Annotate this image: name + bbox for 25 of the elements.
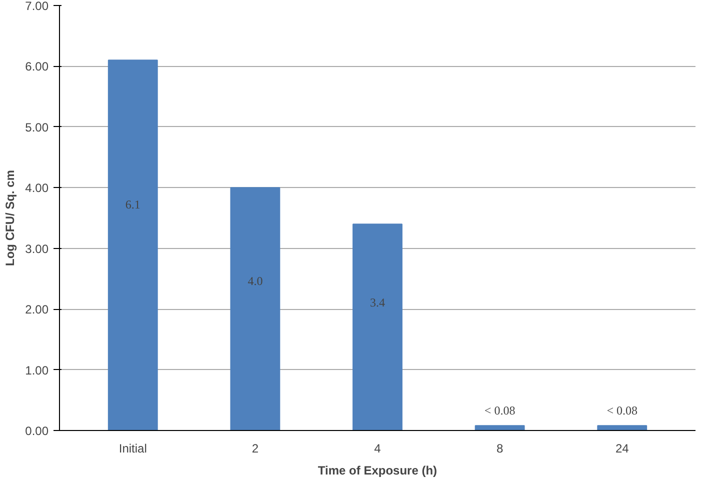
data-label: 6.1 xyxy=(125,197,140,212)
y-tick-label: 4.00 xyxy=(25,181,49,196)
x-tick-label: 2 xyxy=(252,442,259,456)
y-axis-title: Log CFU/ Sq. cm xyxy=(3,170,18,266)
y-tick-label: 1.00 xyxy=(25,363,49,378)
y-tick-label: 3.00 xyxy=(25,242,49,256)
y-tick-label: 7.00 xyxy=(25,0,49,13)
y-tick-label: 2.00 xyxy=(25,302,49,317)
data-label: < 0.08 xyxy=(606,404,638,418)
x-axis-title: Time of Exposure (h) xyxy=(318,464,438,478)
x-tick-label: Initial xyxy=(118,442,147,456)
y-tick-label: 5.00 xyxy=(25,120,49,134)
bar xyxy=(230,187,280,430)
x-tick-label: 24 xyxy=(615,442,630,456)
y-tick-label: 6.00 xyxy=(25,60,49,74)
data-label: < 0.08 xyxy=(484,404,516,418)
x-tick-label: 8 xyxy=(496,442,504,456)
bar xyxy=(474,425,525,430)
y-tick-label: 0.00 xyxy=(25,424,49,438)
bar xyxy=(597,425,648,430)
bar xyxy=(108,60,158,430)
data-label: 3.4 xyxy=(370,296,385,310)
data-label: 4.0 xyxy=(248,274,263,288)
bar xyxy=(352,224,402,430)
x-tick-label: 4 xyxy=(374,442,382,456)
